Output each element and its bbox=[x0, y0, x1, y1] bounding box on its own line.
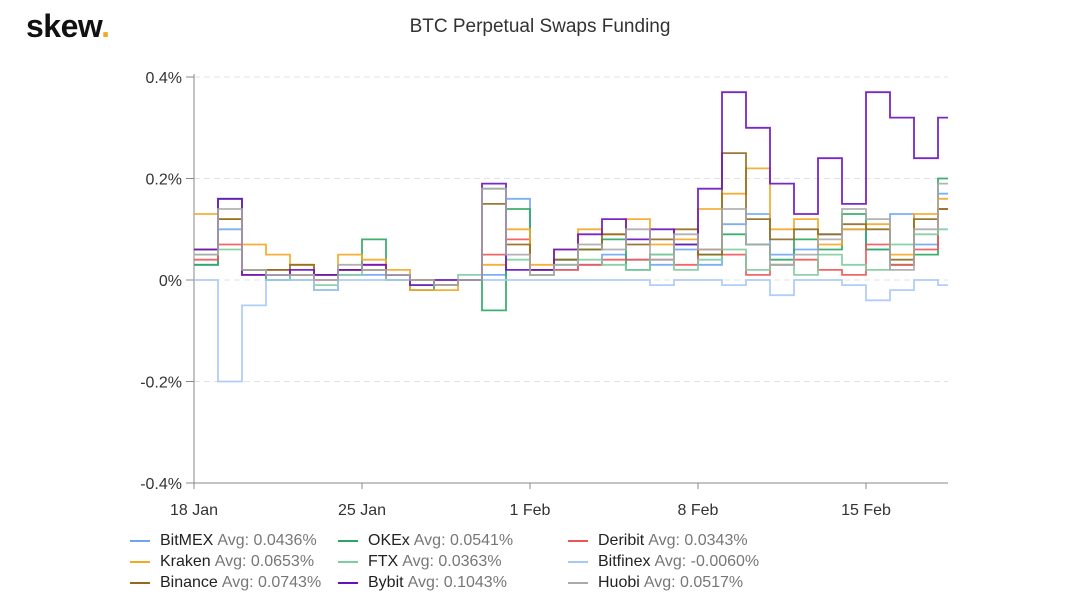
legend-series-avg: Avg: 0.0517% bbox=[643, 574, 744, 591]
legend-swatch bbox=[338, 582, 358, 584]
legend-series-avg: Avg: 0.0541% bbox=[413, 532, 514, 549]
legend-swatch bbox=[568, 540, 588, 542]
legend-swatch bbox=[568, 561, 588, 563]
legend-series-avg: Avg: 0.1043% bbox=[407, 574, 507, 591]
legend-series-avg: Avg: 0.0363% bbox=[402, 553, 502, 570]
legend-series-name: Kraken bbox=[160, 553, 211, 570]
chart-title: BTC Perpetual Swaps Funding bbox=[409, 16, 671, 37]
x-tick-label: 1 Feb bbox=[510, 502, 551, 519]
legend-item-bitmex[interactable]: BitMEX Avg: 0.0436% bbox=[130, 532, 317, 550]
y-tick-label: -0.2% bbox=[140, 375, 182, 392]
y-tick-label: -0.4% bbox=[140, 476, 182, 493]
legend-item-huobi[interactable]: Huobi Avg: 0.0517% bbox=[568, 574, 743, 592]
series-line-kraken bbox=[194, 167, 948, 291]
logo-dot: . bbox=[101, 8, 110, 44]
x-tick-label: 18 Jan bbox=[170, 502, 218, 519]
series-line-huobi bbox=[194, 182, 948, 286]
chart-plot: -0.4% -0.2% 0% 0.2% 0.4% 18 Jan 25 Jan 1 Feb 8 F… bbox=[140, 70, 948, 519]
x-tick-label: 15 Feb bbox=[841, 502, 891, 519]
logo-text: skew bbox=[26, 8, 102, 44]
legend-swatch bbox=[568, 582, 588, 584]
y-tick-label: 0% bbox=[159, 273, 182, 290]
y-tick-label: 0.2% bbox=[146, 172, 182, 189]
y-tick-label: 0.4% bbox=[146, 70, 182, 87]
series-line-deribit bbox=[194, 208, 948, 286]
legend-series-avg: Avg: 0.0653% bbox=[214, 553, 315, 570]
legend-series-name: OKEx bbox=[368, 532, 410, 549]
series-line-bybit bbox=[194, 91, 948, 286]
legend-series-name: Bybit bbox=[368, 574, 404, 591]
legend-item-deribit[interactable]: Deribit Avg: 0.0343% bbox=[568, 532, 748, 550]
legend-series-name: Binance bbox=[160, 574, 218, 591]
legend-series-avg: Avg: 0.0436% bbox=[217, 532, 317, 549]
legend-series-avg: Avg: 0.0743% bbox=[221, 574, 322, 591]
legend-item-bitfinex[interactable]: Bitfinex Avg: -0.0060% bbox=[568, 553, 759, 571]
legend-item-ftx[interactable]: FTX Avg: 0.0363% bbox=[338, 553, 502, 571]
skew-logo: skew. bbox=[26, 8, 110, 45]
legend-item-binance[interactable]: Binance Avg: 0.0743% bbox=[130, 574, 321, 592]
legend-swatch bbox=[130, 540, 150, 542]
legend-item-okex[interactable]: OKEx Avg: 0.0541% bbox=[338, 532, 513, 550]
legend-series-avg: Avg: 0.0343% bbox=[648, 532, 748, 549]
legend-swatch bbox=[338, 540, 358, 542]
x-tick-label: 25 Jan bbox=[338, 502, 386, 519]
legend-series-name: Huobi bbox=[598, 574, 640, 591]
legend-swatch bbox=[130, 561, 150, 563]
legend-series-name: Bitfinex bbox=[598, 553, 651, 570]
legend-series-name: Deribit bbox=[598, 532, 645, 549]
legend-series-name: FTX bbox=[368, 553, 399, 570]
x-tick-label: 8 Feb bbox=[678, 502, 719, 519]
series-line-bitfinex bbox=[194, 279, 948, 383]
legend-item-bybit[interactable]: Bybit Avg: 0.1043% bbox=[338, 574, 507, 592]
legend-series-avg: Avg: -0.0060% bbox=[654, 553, 760, 570]
legend-swatch bbox=[338, 561, 358, 563]
legend-series-name: BitMEX bbox=[160, 532, 214, 549]
legend-item-kraken[interactable]: Kraken Avg: 0.0653% bbox=[130, 553, 314, 571]
legend-swatch bbox=[130, 582, 150, 584]
